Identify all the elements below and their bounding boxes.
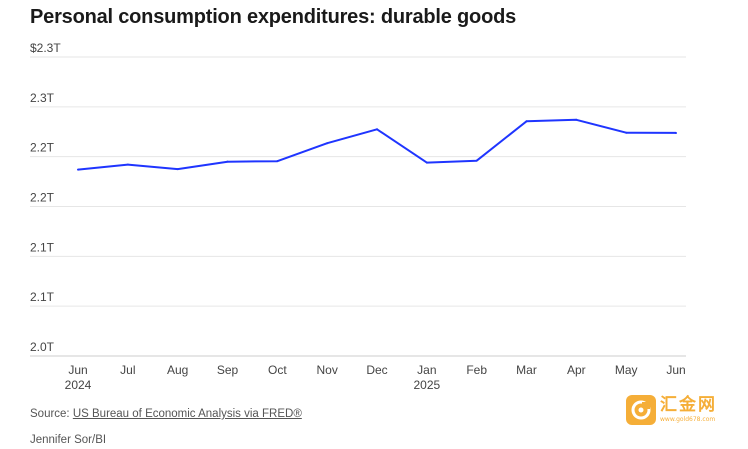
watermark-icon [626, 395, 656, 425]
data-point [376, 128, 378, 131]
x-tick-label: Jan 2025 [413, 363, 440, 392]
x-tick-label: Mar [516, 363, 537, 377]
data-point [625, 131, 628, 134]
x-tick-label: Jun 2024 [65, 363, 92, 392]
x-tick-label: Oct [268, 363, 287, 377]
x-tick-label: Aug [167, 363, 188, 377]
data-point [326, 142, 329, 145]
data-point [525, 120, 528, 123]
data-point [77, 168, 79, 171]
watermark-logo: 汇金网 www.gold678.com [626, 392, 738, 428]
x-tick-label: Jun [666, 363, 685, 377]
y-tick-label: 2.2T [30, 141, 55, 155]
watermark-name: 汇金网 [660, 395, 717, 415]
grid-lines [30, 56, 686, 357]
line-chart: $2.3T 2.3T 2.2T 2.2T 2.1T 2.1T 2.0T Jun 2024 Jul… [30, 41, 686, 392]
series-layer [77, 118, 677, 171]
x-tick-label: Feb [466, 363, 487, 377]
data-point [575, 118, 578, 121]
x-tick-label: Apr [567, 363, 586, 377]
y-tick-label: $2.3T [30, 41, 61, 55]
y-tick-label: 2.0T [30, 340, 55, 354]
data-point [675, 131, 677, 134]
y-tick-label: 2.1T [30, 240, 55, 254]
x-tick-label: Sep [217, 363, 239, 377]
x-axis-ticks: Jun 2024 Jul Aug Sep Oct Nov Dec Jan 2025 Feb Mar Ap… [65, 363, 686, 392]
x-tick-label: Jul [120, 363, 135, 377]
data-point [425, 161, 428, 164]
source-prefix: Source: [30, 408, 73, 420]
watermark-url: www.gold678.com [660, 416, 716, 423]
y-tick-label: 2.2T [30, 191, 55, 205]
x-tick-label: Nov [316, 363, 337, 377]
x-tick-label: May [615, 363, 638, 377]
x-tick-label: Dec [366, 363, 387, 377]
credit-note: Jennifer Sor/BI [30, 434, 107, 446]
data-point [475, 159, 478, 162]
source-note: Source: US Bureau of Economic Analysis v… [30, 408, 302, 420]
y-tick-label: 2.1T [30, 290, 55, 304]
source-link[interactable]: US Bureau of Economic Analysis via FRED® [72, 408, 302, 420]
data-point [226, 160, 229, 163]
y-tick-label: 2.3T [30, 91, 55, 105]
data-point [176, 168, 179, 171]
data-point [276, 160, 279, 163]
series-line [77, 118, 677, 171]
data-point [126, 163, 129, 166]
y-axis-ticks: $2.3T 2.3T 2.2T 2.2T 2.1T 2.1T 2.0T [30, 41, 61, 354]
chart-title: Personal consumption expenditures: durab… [30, 6, 517, 28]
